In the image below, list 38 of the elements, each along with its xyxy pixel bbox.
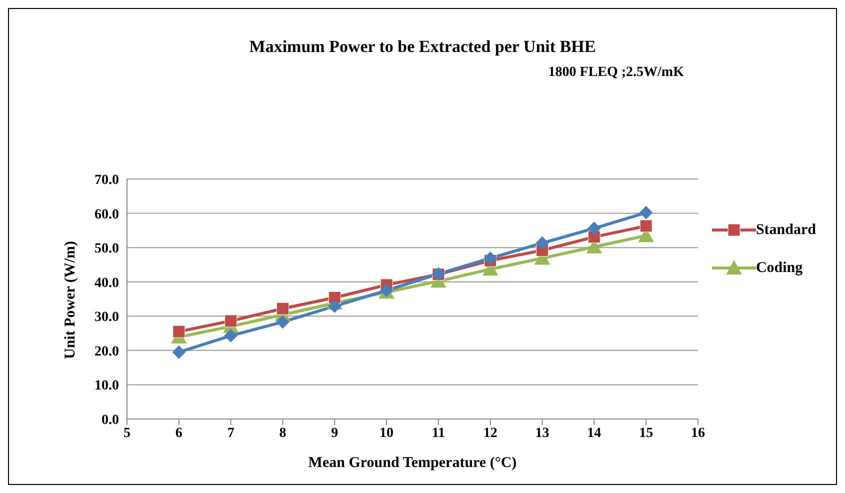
y-tick-label: 30.0	[94, 310, 119, 326]
y-tick-label: 70.0	[94, 172, 119, 188]
x-tick-label: 6	[175, 426, 182, 441]
legend-label: Standard	[756, 222, 816, 238]
point	[224, 314, 238, 328]
chart-title: Maximum Power to be Extracted per Unit BHE	[248, 37, 597, 57]
point	[224, 329, 238, 342]
chart-subtitle: 1800 FLEQ ;2.5W/mK	[548, 65, 684, 81]
x-tick-label: 15	[639, 426, 654, 441]
point	[172, 346, 186, 359]
point	[276, 302, 289, 315]
y-tick-label: 50.0	[94, 242, 119, 257]
x-tick-label: 11	[432, 426, 446, 441]
x-tick-label: 16	[690, 426, 705, 441]
x-tick-label: 8	[279, 426, 286, 441]
y-tick-label: 10.0	[94, 378, 119, 394]
point	[588, 222, 601, 235]
y-tick-label: 20.0	[94, 344, 119, 360]
point	[640, 220, 652, 232]
point	[276, 315, 290, 328]
x-tick-label: 7	[227, 426, 234, 441]
x-tick-label: 14	[587, 426, 602, 441]
y-axis-title: Unit Power (W/m)	[62, 240, 78, 359]
point	[484, 252, 497, 265]
y-tick-label: 40.0	[94, 276, 119, 291]
x-tick-label: 13	[535, 426, 550, 441]
x-axis-title: Mean Ground Temperature (°C)	[308, 455, 517, 471]
y-tick-label: 60.0	[94, 207, 119, 222]
y-tick-label: 0.0	[102, 412, 119, 428]
x-tick-label: 5	[124, 426, 130, 441]
x-tick-label: 12	[483, 426, 498, 441]
legend-label: Coding	[756, 260, 803, 276]
point	[328, 300, 342, 313]
point	[172, 325, 186, 338]
x-tick-label: 10	[380, 426, 394, 441]
x-tick-label: 9	[331, 426, 338, 441]
point	[640, 206, 653, 220]
point	[536, 236, 549, 250]
